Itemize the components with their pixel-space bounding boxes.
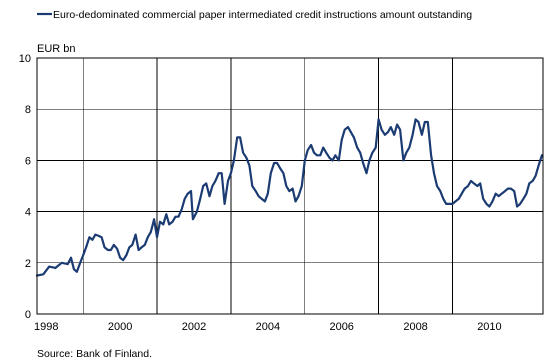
x-tick-label: 2004 xyxy=(256,321,280,333)
x-tick-label: 2008 xyxy=(403,321,427,333)
x-tick-label: 2006 xyxy=(329,321,353,333)
x-tick-label: 1998 xyxy=(34,321,58,333)
series-line xyxy=(35,118,544,277)
legend: Euro-dedominated commercial paper interm… xyxy=(37,9,472,21)
x-tick-label: 2002 xyxy=(182,321,206,333)
y-axis-label: EUR bn xyxy=(37,43,76,55)
x-tick-labels: 1998 2000 2002 2004 2006 2008 2010 xyxy=(34,321,502,333)
y-tick-label: 10 xyxy=(19,53,31,65)
grid xyxy=(37,58,543,314)
x-tick-label: 2000 xyxy=(108,321,132,333)
plot-frame xyxy=(36,57,544,315)
legend-label: Euro-dedominated commercial paper interm… xyxy=(53,9,472,21)
source-note: Source: Bank of Finland. xyxy=(37,348,152,360)
y-tick-label: 4 xyxy=(25,207,31,219)
y-tick-label: 0 xyxy=(25,309,31,321)
y-tick-label: 6 xyxy=(25,155,31,167)
y-tick-labels: 0 2 4 6 8 10 xyxy=(19,53,31,321)
y-tick-label: 2 xyxy=(25,258,31,270)
y-tick-label: 8 xyxy=(25,104,31,116)
x-tick-label: 2010 xyxy=(477,321,501,333)
